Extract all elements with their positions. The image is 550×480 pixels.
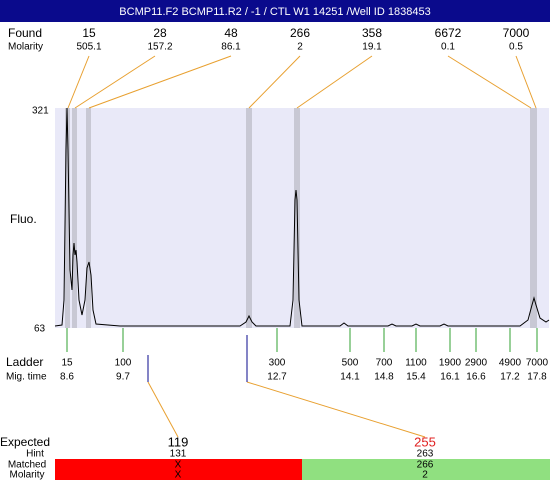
title-bar	[0, 0, 550, 22]
trace	[54, 107, 550, 327]
matched: 266	[417, 460, 434, 471]
found-size: 48	[224, 26, 238, 40]
labels: FoundMolarity15505.128157.24886.12662358…	[0, 26, 549, 480]
molarity: 2	[422, 470, 428, 480]
matched: X	[175, 460, 182, 471]
ladder-size: 4900	[499, 358, 522, 369]
found-size: 7000	[503, 26, 530, 40]
ladder-size: 7000	[526, 358, 549, 369]
mig-time: 15.4	[406, 372, 426, 383]
y-label: Fluo.	[10, 212, 37, 226]
mig-time: 9.7	[116, 372, 130, 383]
found-size: 358	[362, 26, 382, 40]
mig-time: 14.1	[340, 372, 360, 383]
found-molarity: 157.2	[147, 42, 172, 53]
ladder-size: 500	[342, 358, 359, 369]
ladder-size: 100	[115, 358, 132, 369]
mig-label: Mig. time	[6, 372, 47, 383]
molarity: X	[175, 470, 182, 480]
found-size: 266	[290, 26, 310, 40]
matched-bar	[302, 459, 550, 480]
expected-size: 119	[168, 434, 189, 449]
mig-time: 16.1	[440, 372, 460, 383]
hint-label: Hint	[26, 449, 44, 460]
expected-markers	[147, 335, 248, 382]
ladder-size: 1100	[405, 358, 427, 369]
y-min: 63	[34, 324, 46, 335]
found-size: 6672	[435, 26, 462, 40]
found-molarity: 2	[297, 42, 303, 53]
found-molarity: 505.1	[76, 42, 101, 53]
ladder-label: Ladder	[6, 355, 43, 369]
expected-size: 255	[414, 434, 436, 449]
found-size: 15	[82, 26, 96, 40]
plot-area	[55, 108, 549, 328]
found-molarity: 0.1	[441, 42, 455, 53]
found-size: 28	[153, 26, 167, 40]
found-molarity: 0.5	[509, 42, 523, 53]
molarity-row-label: Molarity	[9, 470, 44, 480]
molarity-label: Molarity	[8, 42, 43, 53]
unmatched-bar	[55, 459, 302, 480]
matched-label: Matched	[8, 460, 46, 471]
mig-time: 16.6	[466, 372, 486, 383]
mig-time: 12.7	[267, 372, 287, 383]
hint: 263	[417, 449, 434, 460]
y-max: 321	[32, 106, 49, 117]
ladder-size: 15	[61, 358, 73, 369]
hint: 131	[170, 449, 187, 460]
mig-time: 8.6	[60, 372, 74, 383]
ladder-size: 2900	[465, 358, 488, 369]
mig-time: 14.8	[374, 372, 394, 383]
expected-label: Expected	[0, 435, 50, 449]
mig-time: 17.8	[527, 372, 547, 383]
found-molarity: 86.1	[221, 42, 241, 53]
found-label: Found	[8, 26, 42, 40]
ladder-size: 1900	[439, 358, 462, 369]
title: BCMP11.F2 BCMP11.R2 / -1 / CTL W1 14251 …	[119, 6, 430, 18]
ladder-size: 300	[269, 358, 286, 369]
mig-time: 17.2	[500, 372, 520, 383]
ladder-size: 700	[376, 358, 393, 369]
found-connectors	[67, 55, 537, 438]
found-molarity: 19.1	[362, 42, 382, 53]
